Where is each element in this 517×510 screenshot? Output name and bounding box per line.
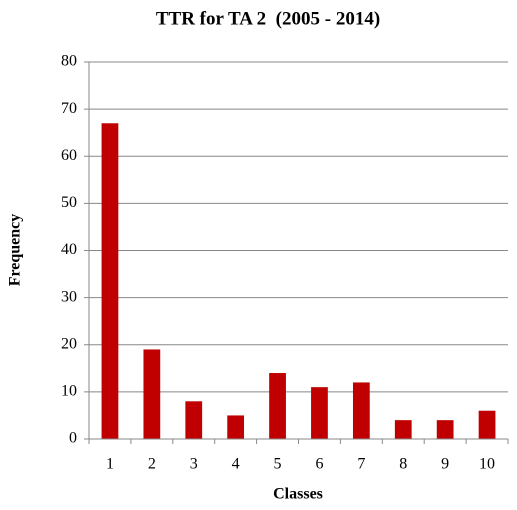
bar [478, 410, 496, 439]
bar [436, 420, 454, 439]
x-tick-label: 4 [232, 456, 240, 473]
y-tick-label: 80 [61, 53, 77, 70]
bar [311, 387, 328, 439]
y-tick-label: 30 [61, 288, 77, 305]
bar [269, 373, 286, 439]
x-tick-label: 5 [274, 456, 282, 473]
y-tick-label: 50 [61, 194, 77, 211]
y-tick-label: 0 [69, 430, 77, 447]
x-axis-title: Classes [273, 486, 323, 503]
bar [185, 401, 203, 439]
y-tick-label: 70 [61, 100, 77, 117]
x-tick-label: 3 [190, 456, 198, 473]
y-tick-label: 20 [61, 335, 77, 352]
x-tick-label: 7 [357, 456, 365, 473]
x-tick-label: 2 [148, 456, 156, 473]
bar [227, 415, 245, 439]
y-tick-label: 40 [61, 241, 77, 258]
x-tick-label: 9 [441, 456, 449, 473]
x-tick-label: 6 [315, 456, 323, 473]
y-tick-label: 10 [61, 383, 77, 400]
y-tick-label: 60 [61, 147, 77, 164]
bar [101, 123, 119, 439]
chart-title: TTR for TA 2 (2005 - 2014) [156, 8, 380, 29]
x-tick-label: 8 [399, 456, 407, 473]
x-tick-label: 1 [106, 456, 114, 473]
bar [352, 382, 370, 439]
y-axis-title: Frequency [7, 214, 24, 287]
bar [143, 349, 161, 439]
bar [394, 420, 412, 439]
x-tick-label: 10 [479, 456, 495, 473]
